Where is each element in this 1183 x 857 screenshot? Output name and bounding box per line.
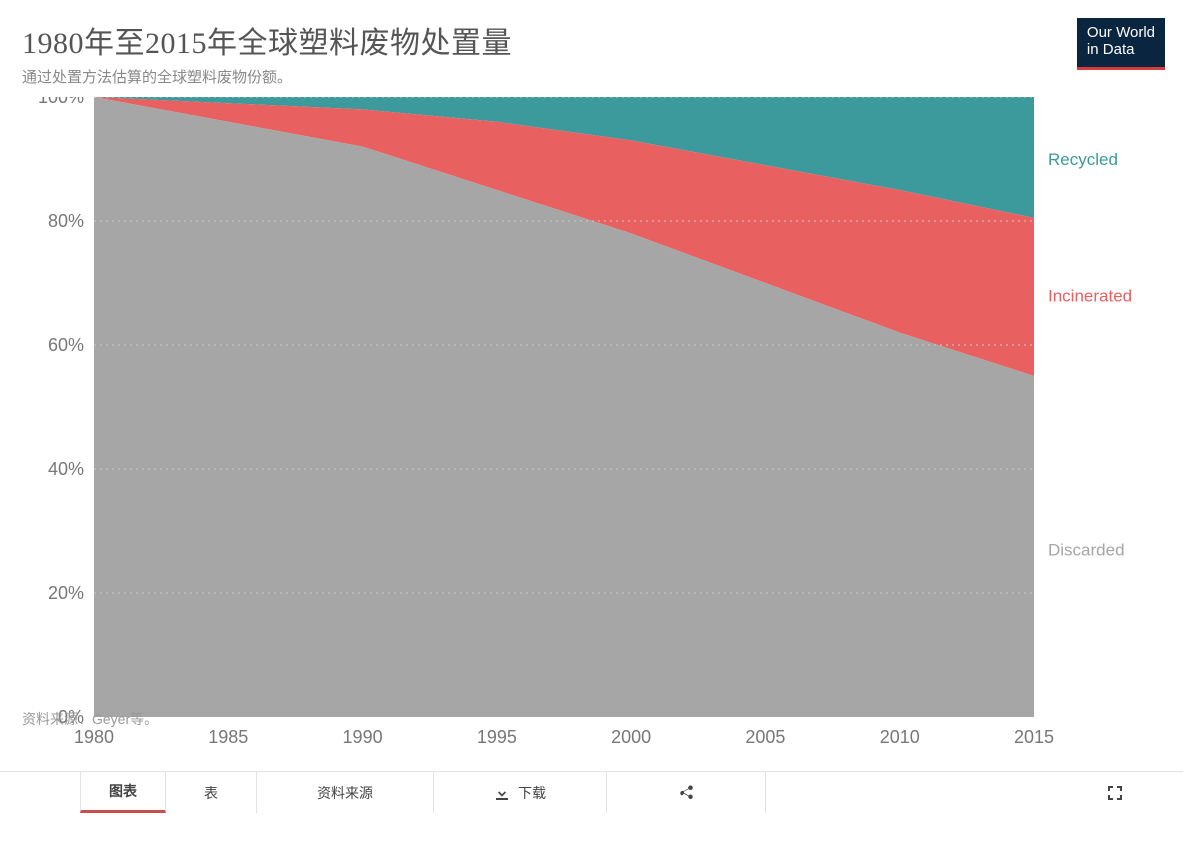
logo-line-1: Our World	[1087, 24, 1155, 41]
x-tick-label: 2005	[745, 727, 785, 747]
x-tick-label: 1980	[74, 727, 114, 747]
logo-line-2: in Data	[1087, 41, 1155, 58]
x-tick-label: 1995	[477, 727, 517, 747]
chart-subtitle: 通过处置方法估算的全球塑料废物份额。	[22, 66, 1165, 87]
tab-chart-label: 图表	[109, 781, 137, 801]
download-icon	[494, 785, 510, 801]
stacked-area-chart: 0%20%40%60%80%100%1980198519901995200020…	[22, 97, 1162, 777]
x-tick-label: 1990	[343, 727, 383, 747]
tab-download[interactable]: 下载	[434, 772, 607, 813]
tab-download-label: 下载	[518, 783, 546, 803]
tab-share[interactable]	[607, 772, 766, 813]
source-note: 资料来源：Geyer等。	[22, 709, 158, 729]
y-tick-label: 80%	[48, 211, 84, 231]
x-tick-label: 1985	[208, 727, 248, 747]
fullscreen-icon	[1107, 785, 1123, 801]
footer-tabs: 图表 表 资料来源 下载	[0, 771, 1183, 813]
tab-table-label: 表	[204, 783, 218, 803]
share-icon	[677, 784, 695, 802]
x-tick-label: 2015	[1014, 727, 1054, 747]
y-tick-label: 100%	[38, 97, 84, 107]
tab-fullscreen[interactable]	[1047, 772, 1183, 813]
y-tick-label: 20%	[48, 583, 84, 603]
tab-table[interactable]: 表	[166, 772, 257, 813]
tab-sources[interactable]: 资料来源	[257, 772, 434, 813]
series-label-discarded: Discarded	[1048, 541, 1125, 560]
x-tick-label: 2000	[611, 727, 651, 747]
tab-sources-label: 资料来源	[317, 783, 373, 803]
y-tick-label: 40%	[48, 459, 84, 479]
tab-chart[interactable]: 图表	[80, 772, 166, 813]
series-label-incinerated: Incinerated	[1048, 286, 1132, 305]
series-label-recycled: Recycled	[1048, 150, 1118, 169]
owid-logo: Our World in Data	[1077, 18, 1165, 70]
chart-title: 1980年至2015年全球塑料废物处置量	[22, 18, 1165, 62]
y-tick-label: 60%	[48, 335, 84, 355]
x-tick-label: 2010	[880, 727, 920, 747]
